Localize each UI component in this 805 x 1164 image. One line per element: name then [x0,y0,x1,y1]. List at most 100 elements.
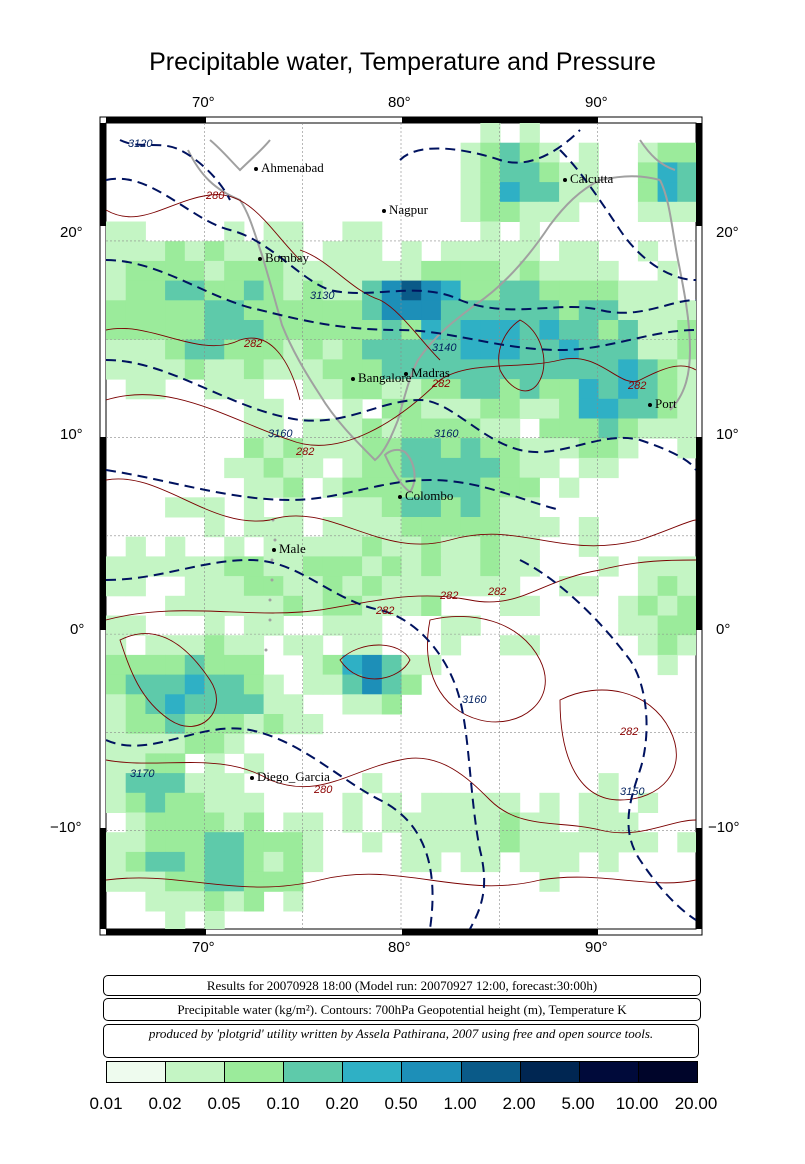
pw-cell [283,635,304,656]
pw-cell [677,182,696,203]
lat-tick-right-10: 10° [716,426,739,443]
lat-tick-right-0: 0° [716,621,731,638]
pw-cell [657,379,678,400]
pw-cell [657,280,678,301]
pw-cell [224,812,245,833]
temperature-contour-line [119,633,217,727]
pw-cell [224,536,245,557]
pw-cell [243,812,265,833]
pw-cell [519,339,540,360]
pw-cell [381,654,402,676]
pw-cell [303,851,324,873]
pw-cell [184,792,205,813]
pw-cell [303,556,324,577]
pw-cell [283,320,304,341]
pw-cell [421,536,442,557]
pw-cell [421,654,442,676]
city-label: Colombo [405,488,454,503]
pw-cell [637,398,659,419]
pw-cell [184,320,205,341]
pw-cell [519,457,540,479]
temperature-contour-label: 282 [488,586,507,598]
pw-cell [657,654,678,676]
pw-cell [362,280,383,301]
pw-cell [578,260,599,282]
pw-cell [165,714,186,735]
pw-cell [440,379,462,400]
pw-cell [106,339,127,360]
pw-cell [263,438,284,459]
colorbar-tick-label: 0.10 [266,1094,300,1113]
pw-cell [480,320,501,341]
pw-cell [539,379,560,400]
pw-cell [224,694,245,715]
pw-cell [224,576,245,597]
pw-cell [401,654,422,676]
pw-cell [125,339,146,360]
pw-cell [401,241,422,262]
pw-cell [460,182,481,203]
pw-cell [578,812,599,833]
pw-cell [263,595,284,616]
pw-cell [243,576,265,597]
pw-cell [519,477,540,498]
pw-cell [303,714,324,735]
pw-cell [283,812,304,833]
pw-cell [519,182,540,203]
pw-cell [303,300,324,321]
pw-cell [677,418,696,439]
pw-cell [480,477,501,498]
pw-cell [401,556,422,577]
pw-cell [224,773,245,794]
pw-cell [519,280,540,301]
credit-box: produced by 'plotgrid' utility written b… [103,1024,699,1058]
pw-cell [500,379,521,400]
pw-cell [421,300,442,321]
pw-cell [460,615,481,636]
pw-cell [539,418,560,439]
pw-cell [184,556,205,577]
pw-cell [342,694,363,715]
pw-cell [322,536,343,557]
pw-cell [125,241,146,262]
pw-cell [184,359,205,380]
pw-cell [539,300,560,321]
pw-cell [283,497,304,518]
pw-cell [637,615,659,636]
pw-cell [440,438,462,459]
pw-cell [480,832,501,853]
pw-cell [184,674,205,695]
pw-cell [145,812,166,833]
pw-cell [263,576,284,597]
colorbar-swatch [166,1062,226,1082]
pw-cell [657,635,678,656]
pw-cell [322,241,343,262]
pw-cell [401,339,422,360]
pw-cell [637,576,659,597]
pw-cell [243,320,265,341]
temperature-contour-line [559,689,677,801]
pw-cell [500,142,521,163]
pw-cell [342,635,363,656]
pw-cell [440,832,462,853]
pw-cell [500,497,521,518]
pw-cell [125,300,146,321]
pw-cell [401,812,422,833]
pw-cell [539,260,560,282]
pw-cell [598,280,619,301]
pw-cell [106,773,127,794]
pw-cell [480,851,501,873]
pw-cell [283,517,304,538]
pw-cell [519,595,540,616]
pw-cell [637,300,659,321]
pw-cell [165,556,186,577]
pw-cell [283,300,304,321]
city-label: Bombay [265,250,310,265]
colorbar-tick-label: 0.05 [207,1094,241,1113]
pw-cell [362,221,383,242]
pw-cell [362,536,383,557]
pw-cell [106,320,127,341]
pw-cell [440,320,462,341]
pw-cell [539,792,560,813]
